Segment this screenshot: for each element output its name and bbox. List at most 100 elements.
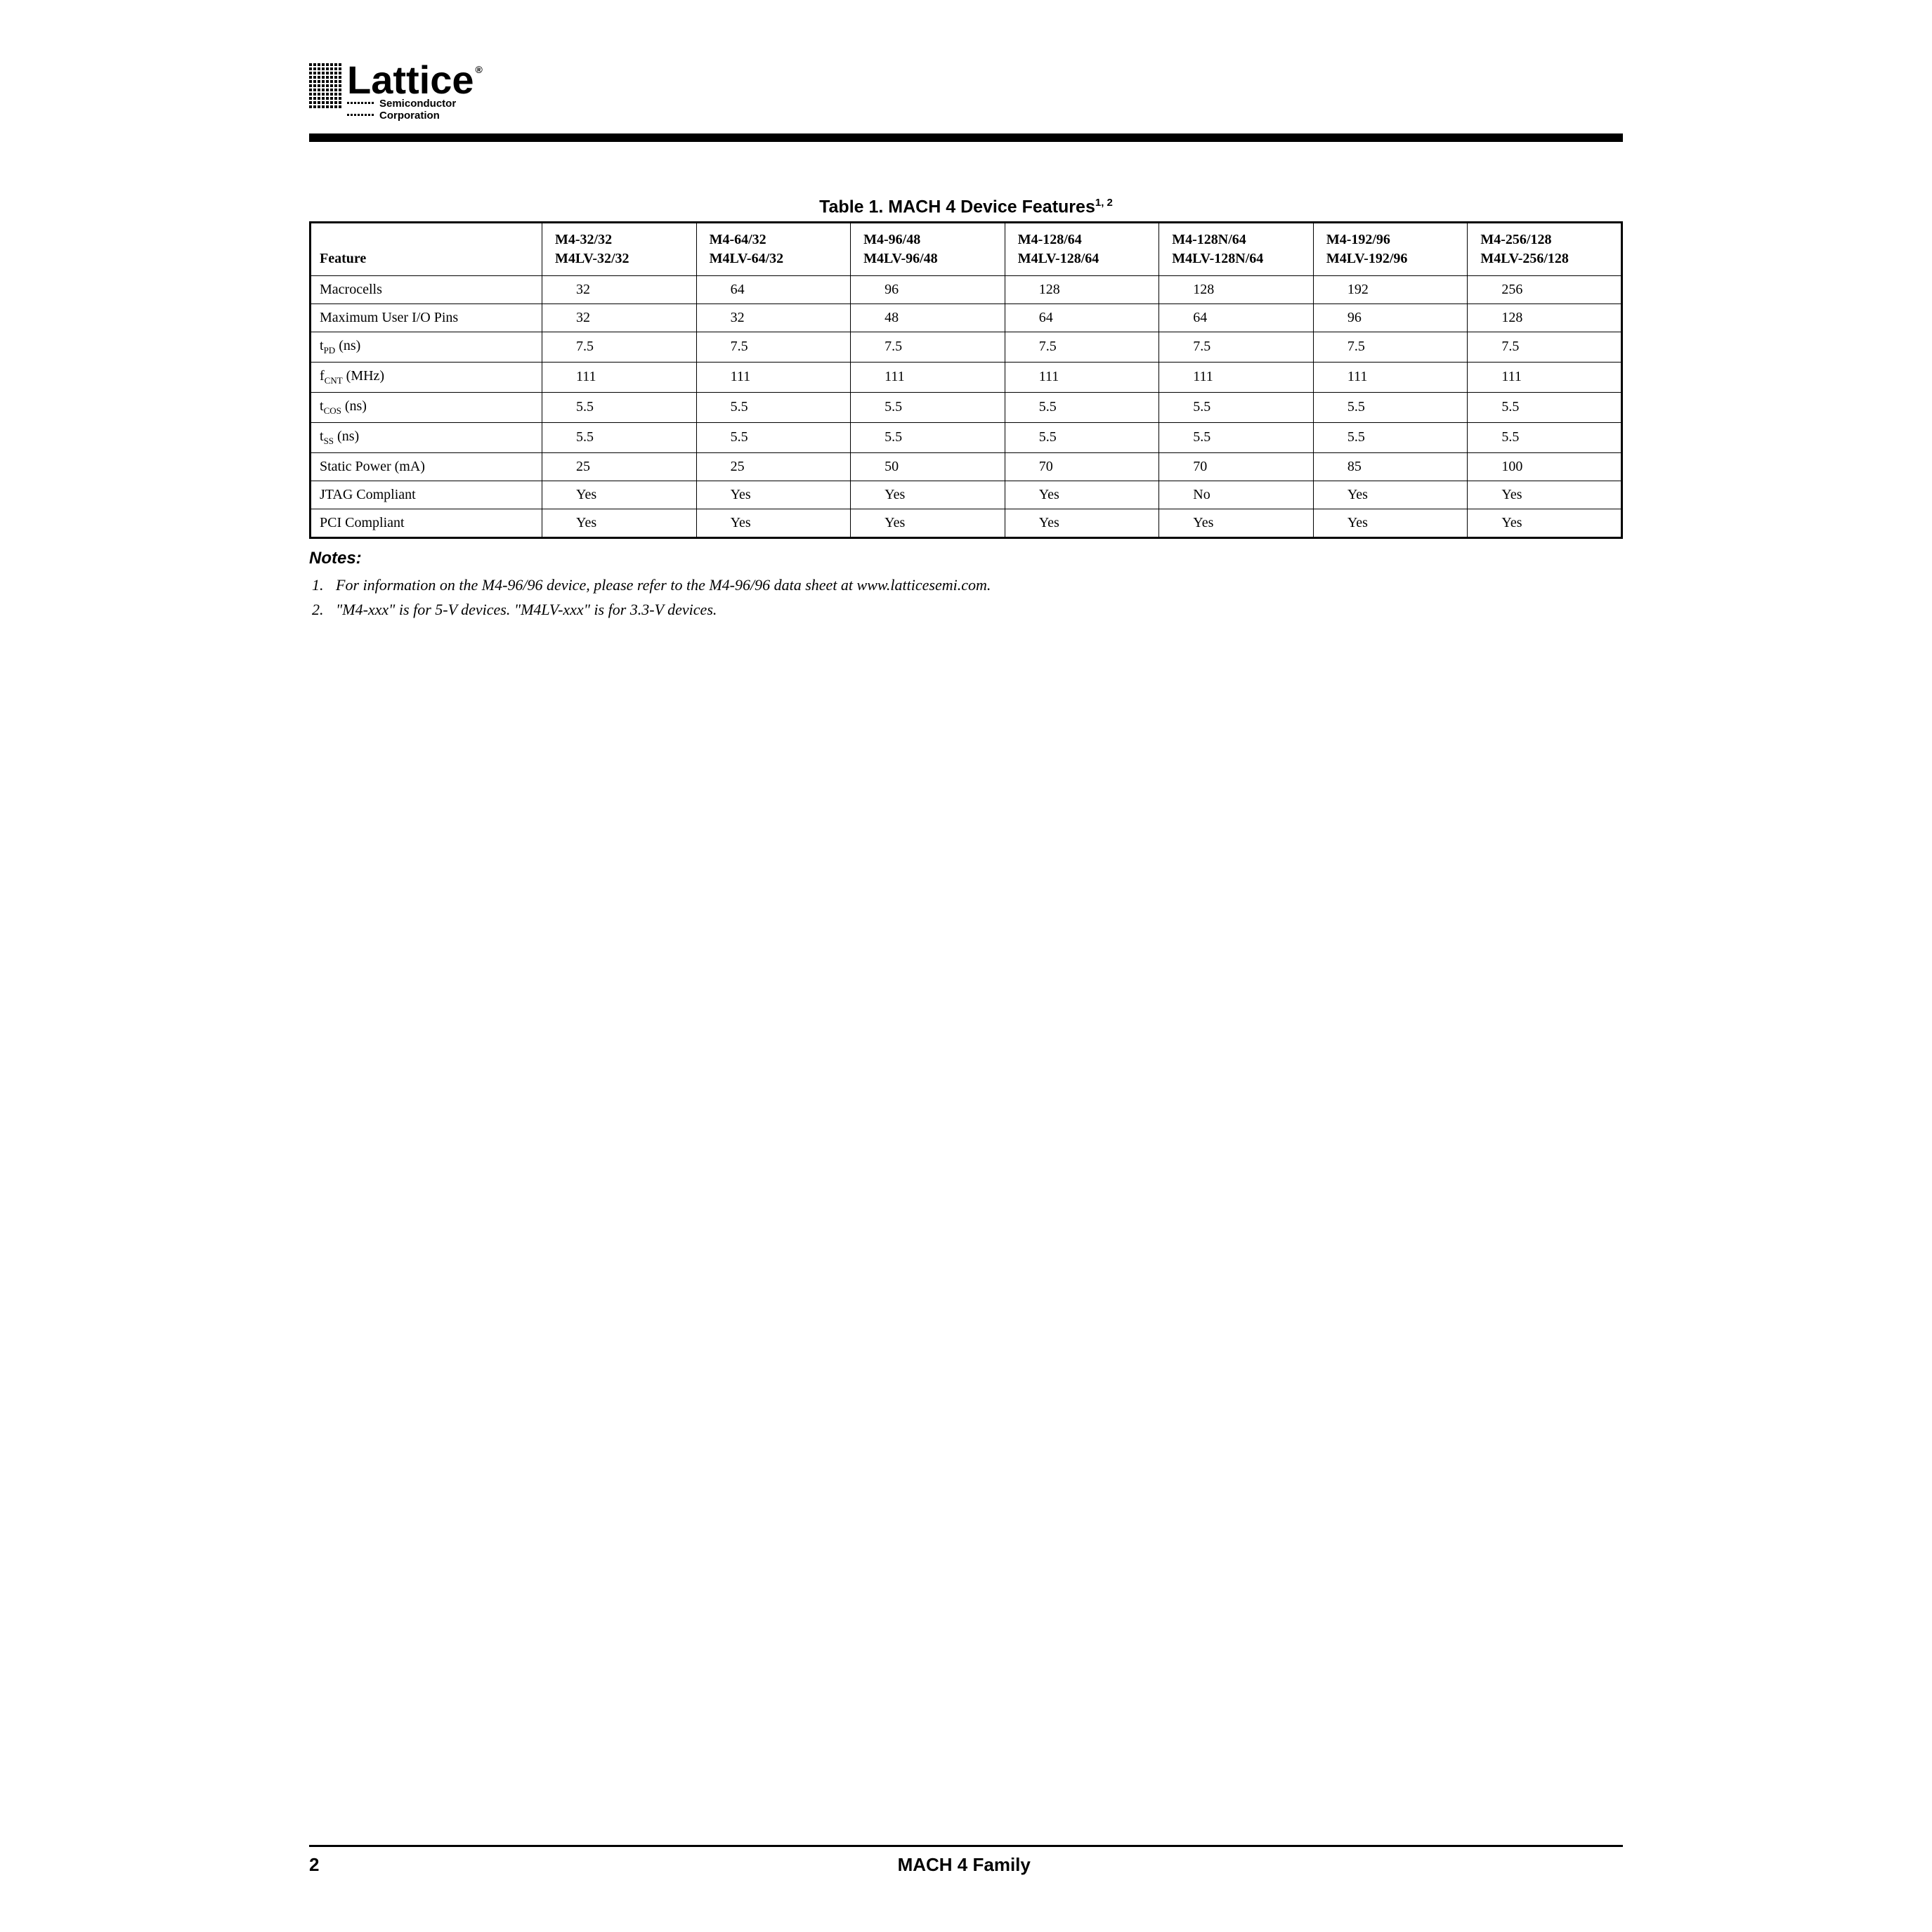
footer-page-number: 2 (309, 1854, 319, 1876)
feature-value: 5.5 (1468, 392, 1622, 422)
feature-value: 32 (542, 275, 697, 303)
table-body: Macrocells326496128128192256Maximum User… (311, 275, 1622, 537)
feature-value: 25 (696, 452, 851, 481)
logo-dot-grid-icon (309, 63, 346, 111)
feature-value: 7.5 (851, 332, 1005, 362)
feature-value: 5.5 (1005, 422, 1159, 452)
feature-value: Yes (851, 481, 1005, 509)
column-header: M4-128N/64M4LV-128N/64 (1159, 222, 1314, 275)
feature-label: Static Power (mA) (311, 452, 542, 481)
table-row: Static Power (mA)252550707085100 (311, 452, 1622, 481)
feature-value: Yes (1159, 509, 1314, 537)
feature-value: 50 (851, 452, 1005, 481)
column-header: M4-96/48M4LV-96/48 (851, 222, 1005, 275)
feature-value: 64 (696, 275, 851, 303)
feature-value: 5.5 (1313, 392, 1468, 422)
brand-name-text: Lattice (347, 63, 474, 97)
column-header-line1: M4-64/32 (710, 230, 844, 249)
feature-value: 70 (1159, 452, 1314, 481)
brand-logo: Lattice ® Semiconductor (309, 63, 483, 121)
footer-title: MACH 4 Family (319, 1854, 1609, 1876)
feature-value: 111 (1313, 362, 1468, 392)
feature-value: 70 (1005, 452, 1159, 481)
feature-value: 128 (1468, 303, 1622, 332)
feature-header-text: Feature (320, 251, 366, 266)
feature-value: 7.5 (1005, 332, 1159, 362)
feature-value: 64 (1005, 303, 1159, 332)
feature-value: 111 (851, 362, 1005, 392)
table-row: tCOS (ns)5.55.55.55.55.55.55.5 (311, 392, 1622, 422)
brand-name: Lattice ® (347, 63, 483, 97)
feature-header: Feature (311, 222, 542, 275)
column-header: M4-64/32M4LV-64/32 (696, 222, 851, 275)
feature-value: Yes (542, 481, 697, 509)
feature-value: Yes (1468, 509, 1622, 537)
feature-value: 111 (542, 362, 697, 392)
table-row: fCNT (MHz)111111111111111111111 (311, 362, 1622, 392)
note-item: 1.For information on the M4-96/96 device… (312, 573, 1623, 597)
feature-value: 192 (1313, 275, 1468, 303)
brand-sub-row-2: Corporation (347, 109, 483, 121)
feature-value: 85 (1313, 452, 1468, 481)
feature-label: JTAG Compliant (311, 481, 542, 509)
feature-value: 48 (851, 303, 1005, 332)
device-features-table: Feature M4-32/32M4LV-32/32M4-64/32M4LV-6… (309, 221, 1623, 539)
feature-value: Yes (1313, 509, 1468, 537)
brand-sub-row-1: Semiconductor (347, 97, 483, 109)
feature-value: Yes (696, 509, 851, 537)
page-header: Lattice ® Semiconductor (309, 56, 1623, 121)
note-number: 1. (312, 573, 336, 597)
feature-value: 256 (1468, 275, 1622, 303)
notes-heading: Notes: (309, 549, 1623, 568)
column-header-line1: M4-96/48 (863, 230, 998, 249)
feature-value: 111 (1005, 362, 1159, 392)
feature-value: Yes (696, 481, 851, 509)
feature-value: 128 (1159, 275, 1314, 303)
column-header-line2: M4LV-128/64 (1018, 249, 1152, 268)
feature-value: 5.5 (1313, 422, 1468, 452)
logo-sub-dots-icon (347, 97, 375, 108)
feature-value: 111 (696, 362, 851, 392)
feature-label: fCNT (MHz) (311, 362, 542, 392)
column-header-line2: M4LV-256/128 (1480, 249, 1614, 268)
feature-label: PCI Compliant (311, 509, 542, 537)
feature-value: Yes (542, 509, 697, 537)
table-row: tPD (ns)7.57.57.57.57.57.57.5 (311, 332, 1622, 362)
feature-value: Yes (1468, 481, 1622, 509)
feature-value: 128 (1005, 275, 1159, 303)
feature-value: 5.5 (542, 422, 697, 452)
feature-label: Maximum User I/O Pins (311, 303, 542, 332)
table-row: PCI CompliantYesYesYesYesYesYesYes (311, 509, 1622, 537)
table-row: Macrocells326496128128192256 (311, 275, 1622, 303)
column-header: M4-32/32M4LV-32/32 (542, 222, 697, 275)
footer-rule (309, 1845, 1623, 1847)
feature-value: 100 (1468, 452, 1622, 481)
feature-label: tSS (ns) (311, 422, 542, 452)
table-title: Table 1. MACH 4 Device Features1, 2 (309, 197, 1623, 217)
column-header-line2: M4LV-32/32 (555, 249, 689, 268)
feature-value: 32 (696, 303, 851, 332)
feature-value: No (1159, 481, 1314, 509)
feature-value: 7.5 (1468, 332, 1622, 362)
feature-value: 96 (851, 275, 1005, 303)
table-row: Maximum User I/O Pins323248646496128 (311, 303, 1622, 332)
table-row: JTAG CompliantYesYesYesYesNoYesYes (311, 481, 1622, 509)
feature-value: 7.5 (696, 332, 851, 362)
feature-value: 7.5 (542, 332, 697, 362)
logo-sub-dots-icon (347, 109, 375, 120)
feature-value: 111 (1159, 362, 1314, 392)
feature-value: 5.5 (1005, 392, 1159, 422)
feature-value: 7.5 (1159, 332, 1314, 362)
brand-sub1: Semiconductor (379, 98, 456, 109)
column-header: M4-256/128M4LV-256/128 (1468, 222, 1622, 275)
feature-value: 5.5 (1159, 392, 1314, 422)
feature-label: tCOS (ns) (311, 392, 542, 422)
table-title-text: Table 1. MACH 4 Device Features (819, 197, 1095, 216)
table-row: tSS (ns)5.55.55.55.55.55.55.5 (311, 422, 1622, 452)
feature-value: 5.5 (851, 392, 1005, 422)
feature-value: 5.5 (696, 422, 851, 452)
brand-sub2: Corporation (379, 110, 440, 121)
table-header-row: Feature M4-32/32M4LV-32/32M4-64/32M4LV-6… (311, 222, 1622, 275)
table-head: Feature M4-32/32M4LV-32/32M4-64/32M4LV-6… (311, 222, 1622, 275)
feature-value: 5.5 (1159, 422, 1314, 452)
